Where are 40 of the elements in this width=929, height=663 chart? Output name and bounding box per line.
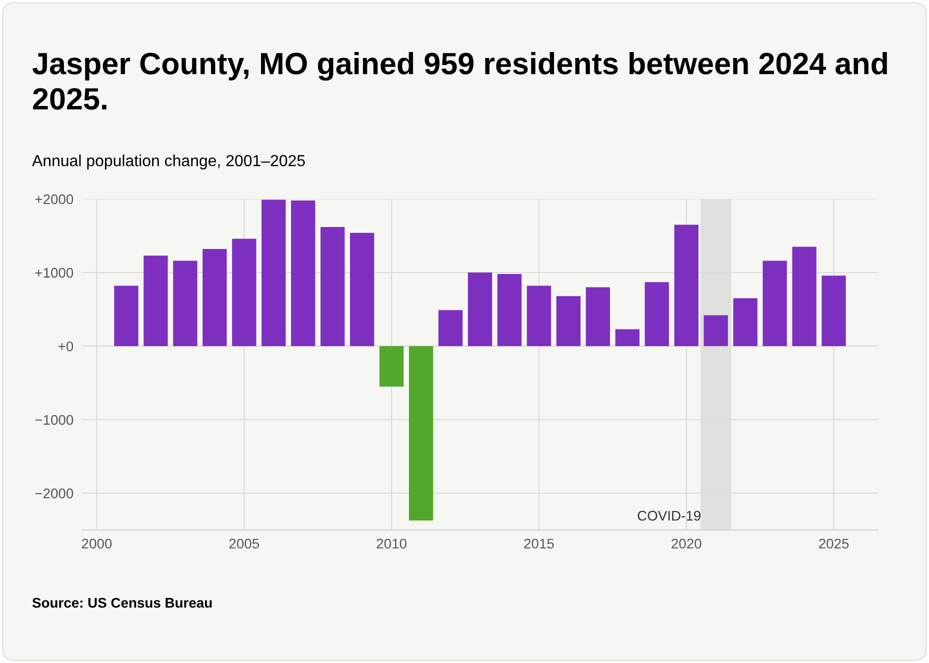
x-tick-label: 2010	[376, 538, 406, 549]
chart-subtitle: Annual population change, 2001–2025	[32, 154, 305, 170]
source-note: Source: US Census Bureau	[32, 598, 212, 608]
bar	[438, 310, 463, 346]
bar	[792, 246, 816, 346]
x-tick-label: 2020	[672, 538, 702, 549]
y-tick-label: +1000	[35, 268, 74, 278]
bar	[262, 200, 286, 346]
bar	[733, 298, 758, 346]
bar	[556, 296, 581, 346]
bar	[144, 256, 168, 346]
band-label: COVID-19	[638, 510, 700, 521]
bar	[114, 286, 138, 346]
x-tick-label: 2015	[524, 538, 554, 549]
bar	[762, 260, 787, 346]
bar	[291, 200, 316, 346]
bar	[615, 329, 640, 346]
x-tick-label: 2000	[82, 538, 112, 549]
bar	[468, 272, 492, 346]
bar	[320, 226, 345, 346]
bar	[350, 232, 374, 346]
bar	[822, 276, 846, 346]
bar	[232, 238, 256, 346]
bar	[674, 224, 698, 346]
bar	[379, 346, 404, 387]
bar	[644, 282, 669, 346]
bar	[526, 286, 552, 346]
bar	[202, 249, 227, 346]
bar	[173, 260, 198, 346]
bar	[408, 346, 434, 520]
x-tick-label: 2025	[819, 538, 849, 549]
y-tick-label: +2000	[35, 194, 74, 204]
bar	[497, 274, 522, 346]
x-tick-label: 2005	[229, 538, 260, 549]
bar	[586, 287, 610, 346]
y-tick-label: −2000	[35, 488, 74, 498]
y-tick-label: +0	[58, 341, 74, 352]
bar	[704, 315, 728, 346]
chart-title: Jasper County, MO gained 959 residents between 2024 and 2025.	[32, 52, 887, 110]
y-tick-label: −1000	[35, 415, 74, 425]
